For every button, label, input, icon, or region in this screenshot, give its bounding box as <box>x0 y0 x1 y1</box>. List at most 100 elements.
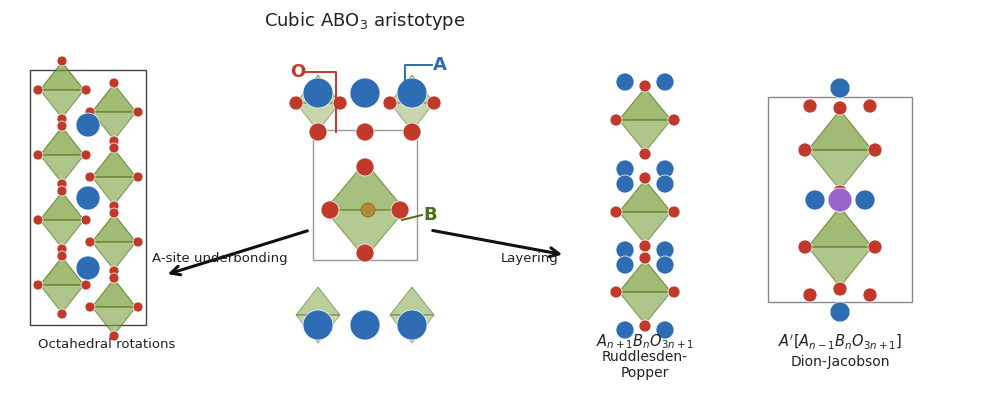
Polygon shape <box>40 90 84 118</box>
Polygon shape <box>296 315 340 343</box>
Circle shape <box>57 114 67 124</box>
Polygon shape <box>390 315 434 343</box>
Polygon shape <box>92 307 136 335</box>
Polygon shape <box>325 162 405 210</box>
Circle shape <box>109 208 119 218</box>
Polygon shape <box>808 110 872 150</box>
Circle shape <box>397 78 427 108</box>
Circle shape <box>833 185 847 199</box>
Circle shape <box>656 321 674 339</box>
Polygon shape <box>92 242 136 270</box>
Circle shape <box>33 280 43 290</box>
Circle shape <box>33 215 43 225</box>
Polygon shape <box>92 279 136 307</box>
Circle shape <box>833 198 847 212</box>
Circle shape <box>855 190 875 210</box>
Polygon shape <box>40 155 84 183</box>
Circle shape <box>803 99 817 113</box>
Circle shape <box>361 203 375 217</box>
Text: B: B <box>423 206 437 224</box>
Circle shape <box>81 150 91 160</box>
Polygon shape <box>40 257 84 285</box>
Circle shape <box>109 331 119 341</box>
Circle shape <box>356 244 374 262</box>
Polygon shape <box>619 120 671 152</box>
Polygon shape <box>92 177 136 205</box>
Circle shape <box>133 302 143 312</box>
Circle shape <box>356 123 374 141</box>
Circle shape <box>805 190 825 210</box>
Circle shape <box>57 251 67 261</box>
Polygon shape <box>325 210 405 258</box>
Circle shape <box>656 175 674 193</box>
Circle shape <box>133 237 143 247</box>
Polygon shape <box>390 287 434 315</box>
Text: Layering: Layering <box>501 252 559 265</box>
Circle shape <box>403 123 421 141</box>
Polygon shape <box>390 75 434 103</box>
Text: $A'[A_{n-1}B_nO_{3n+1}]$: $A'[A_{n-1}B_nO_{3n+1}]$ <box>778 332 902 351</box>
Circle shape <box>668 206 680 218</box>
Circle shape <box>57 186 67 196</box>
Circle shape <box>321 201 339 219</box>
Bar <box>30 70 146 325</box>
Circle shape <box>803 288 817 302</box>
Circle shape <box>57 244 67 254</box>
Text: Cubic ABO$_3$ aristotype: Cubic ABO$_3$ aristotype <box>264 10 465 32</box>
Circle shape <box>610 114 622 126</box>
Circle shape <box>109 273 119 283</box>
Polygon shape <box>92 214 136 242</box>
Circle shape <box>33 150 43 160</box>
Circle shape <box>833 101 847 115</box>
Circle shape <box>616 160 634 178</box>
Circle shape <box>85 172 95 182</box>
Circle shape <box>109 143 119 153</box>
Circle shape <box>668 114 680 126</box>
Circle shape <box>133 107 143 117</box>
Polygon shape <box>619 292 671 324</box>
Circle shape <box>33 85 43 95</box>
Polygon shape <box>296 103 340 131</box>
Circle shape <box>57 179 67 189</box>
Circle shape <box>427 96 441 110</box>
Circle shape <box>616 175 634 193</box>
Polygon shape <box>92 149 136 177</box>
Circle shape <box>616 256 634 274</box>
Text: $A_{n+1}B_nO_{3n+1}$: $A_{n+1}B_nO_{3n+1}$ <box>596 332 694 351</box>
Circle shape <box>350 78 380 108</box>
Circle shape <box>85 302 95 312</box>
Circle shape <box>798 143 812 157</box>
Polygon shape <box>40 285 84 313</box>
Circle shape <box>798 240 812 254</box>
Polygon shape <box>92 84 136 112</box>
Polygon shape <box>619 212 671 244</box>
Polygon shape <box>296 287 340 315</box>
Text: O: O <box>290 63 306 81</box>
Circle shape <box>109 266 119 276</box>
Circle shape <box>76 256 100 280</box>
Circle shape <box>109 201 119 211</box>
Circle shape <box>57 309 67 319</box>
Circle shape <box>639 148 651 160</box>
Circle shape <box>109 78 119 88</box>
Polygon shape <box>40 62 84 90</box>
Polygon shape <box>619 260 671 292</box>
Circle shape <box>57 121 67 131</box>
Circle shape <box>656 160 674 178</box>
Circle shape <box>668 286 680 298</box>
Polygon shape <box>808 247 872 287</box>
Circle shape <box>57 56 67 66</box>
Polygon shape <box>40 192 84 220</box>
Circle shape <box>85 107 95 117</box>
Circle shape <box>397 310 427 340</box>
Circle shape <box>76 186 100 210</box>
Polygon shape <box>808 150 872 190</box>
Circle shape <box>81 85 91 95</box>
Text: A: A <box>433 56 446 74</box>
Circle shape <box>85 237 95 247</box>
Circle shape <box>383 96 397 110</box>
Circle shape <box>656 256 674 274</box>
Circle shape <box>81 280 91 290</box>
Polygon shape <box>40 220 84 248</box>
Circle shape <box>639 172 651 184</box>
